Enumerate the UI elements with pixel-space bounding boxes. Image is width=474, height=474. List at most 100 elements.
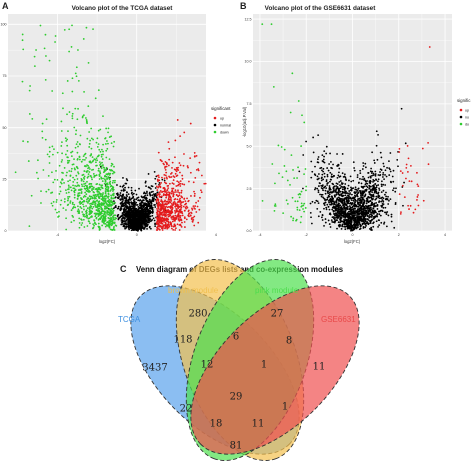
point-normal xyxy=(348,179,350,182)
point-normal xyxy=(139,199,142,201)
point-normal xyxy=(142,222,145,224)
point-up xyxy=(164,224,167,227)
point-up xyxy=(174,197,177,200)
point-normal xyxy=(370,208,373,210)
point-normal xyxy=(356,209,359,212)
point-normal xyxy=(316,175,319,178)
point-up xyxy=(176,174,179,177)
point-normal xyxy=(364,166,367,169)
point-down xyxy=(79,200,82,203)
point-up xyxy=(406,171,409,173)
point-normal xyxy=(128,226,131,229)
point-normal xyxy=(369,219,371,222)
point-normal xyxy=(337,190,340,193)
point-normal xyxy=(354,200,356,203)
point-normal xyxy=(149,215,152,218)
point-normal xyxy=(130,186,133,189)
point-normal xyxy=(379,214,382,217)
point-up xyxy=(203,182,206,185)
point-normal xyxy=(124,213,127,215)
point-down xyxy=(98,161,101,164)
point-normal xyxy=(370,204,372,207)
point-up xyxy=(421,147,424,150)
point-up xyxy=(178,194,181,197)
point-normal xyxy=(380,191,383,193)
point-down xyxy=(113,140,116,143)
point-up xyxy=(169,214,172,217)
point-normal xyxy=(358,207,361,210)
point-down xyxy=(108,174,111,176)
point-up xyxy=(158,195,161,198)
point-down xyxy=(101,204,103,207)
point-normal xyxy=(136,204,139,206)
point-normal xyxy=(154,206,157,208)
point-down xyxy=(92,223,95,226)
point-up xyxy=(181,174,184,177)
point-down xyxy=(76,118,79,121)
panel-a-legend-down: down xyxy=(220,130,229,134)
point-up xyxy=(406,145,409,147)
point-down xyxy=(100,167,103,170)
point-up xyxy=(156,178,159,181)
point-up xyxy=(171,161,174,164)
point-up xyxy=(409,165,412,167)
point-up xyxy=(193,152,196,154)
point-normal xyxy=(355,214,358,216)
point-normal xyxy=(328,195,331,198)
venn-label-brown-module: brown module xyxy=(168,286,219,295)
point-normal xyxy=(392,169,395,172)
point-down xyxy=(51,90,54,92)
point-normal xyxy=(302,154,305,156)
point-normal xyxy=(311,200,314,203)
point-down xyxy=(111,220,114,223)
point-down xyxy=(300,215,303,218)
point-down xyxy=(84,117,87,119)
point-normal xyxy=(151,214,154,217)
point-normal xyxy=(341,224,344,227)
point-normal xyxy=(144,225,147,228)
point-down xyxy=(98,225,101,228)
point-down xyxy=(277,144,280,147)
point-down xyxy=(101,202,104,205)
point-normal xyxy=(323,207,325,210)
point-normal xyxy=(335,185,338,187)
point-down xyxy=(99,150,102,153)
point-up xyxy=(167,202,170,205)
point-up xyxy=(400,211,402,214)
point-down xyxy=(98,229,101,231)
point-down xyxy=(81,222,84,224)
point-down xyxy=(115,224,118,227)
point-down xyxy=(292,219,294,222)
point-up xyxy=(166,226,168,229)
point-up xyxy=(187,199,190,202)
point-down xyxy=(298,209,301,212)
point-down xyxy=(60,182,63,185)
point-up xyxy=(416,199,418,201)
point-normal xyxy=(146,227,148,230)
panel-b-y-label: -log10(adj.P.Val) xyxy=(242,106,247,137)
point-normal xyxy=(330,173,333,176)
point-normal xyxy=(128,213,131,216)
point-normal xyxy=(133,220,136,223)
point-down xyxy=(97,89,100,92)
point-up xyxy=(167,164,170,167)
point-down xyxy=(108,168,111,171)
point-down xyxy=(29,85,32,87)
point-normal xyxy=(368,185,371,188)
point-up xyxy=(174,205,176,208)
point-normal xyxy=(341,199,344,202)
point-normal xyxy=(341,190,344,193)
point-normal xyxy=(381,176,384,178)
point-down xyxy=(102,177,104,180)
point-down xyxy=(56,178,59,181)
point-normal xyxy=(133,203,136,206)
point-up xyxy=(186,197,188,200)
point-normal xyxy=(331,199,334,201)
point-normal xyxy=(336,198,339,201)
point-normal xyxy=(367,172,369,174)
point-down xyxy=(105,143,107,145)
point-up xyxy=(192,205,195,207)
point-down xyxy=(14,171,17,174)
point-normal xyxy=(347,223,350,225)
point-normal xyxy=(385,191,387,194)
